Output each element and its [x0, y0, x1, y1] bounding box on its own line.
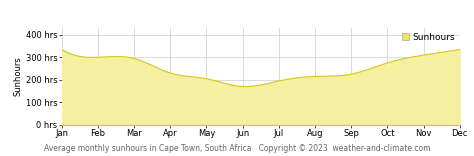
- Y-axis label: Sunhours: Sunhours: [14, 57, 23, 96]
- Legend: Sunhours: Sunhours: [402, 33, 455, 42]
- Text: Average monthly sunhours in Cape Town, South Africa   Copyright © 2023  weather-: Average monthly sunhours in Cape Town, S…: [44, 144, 430, 153]
